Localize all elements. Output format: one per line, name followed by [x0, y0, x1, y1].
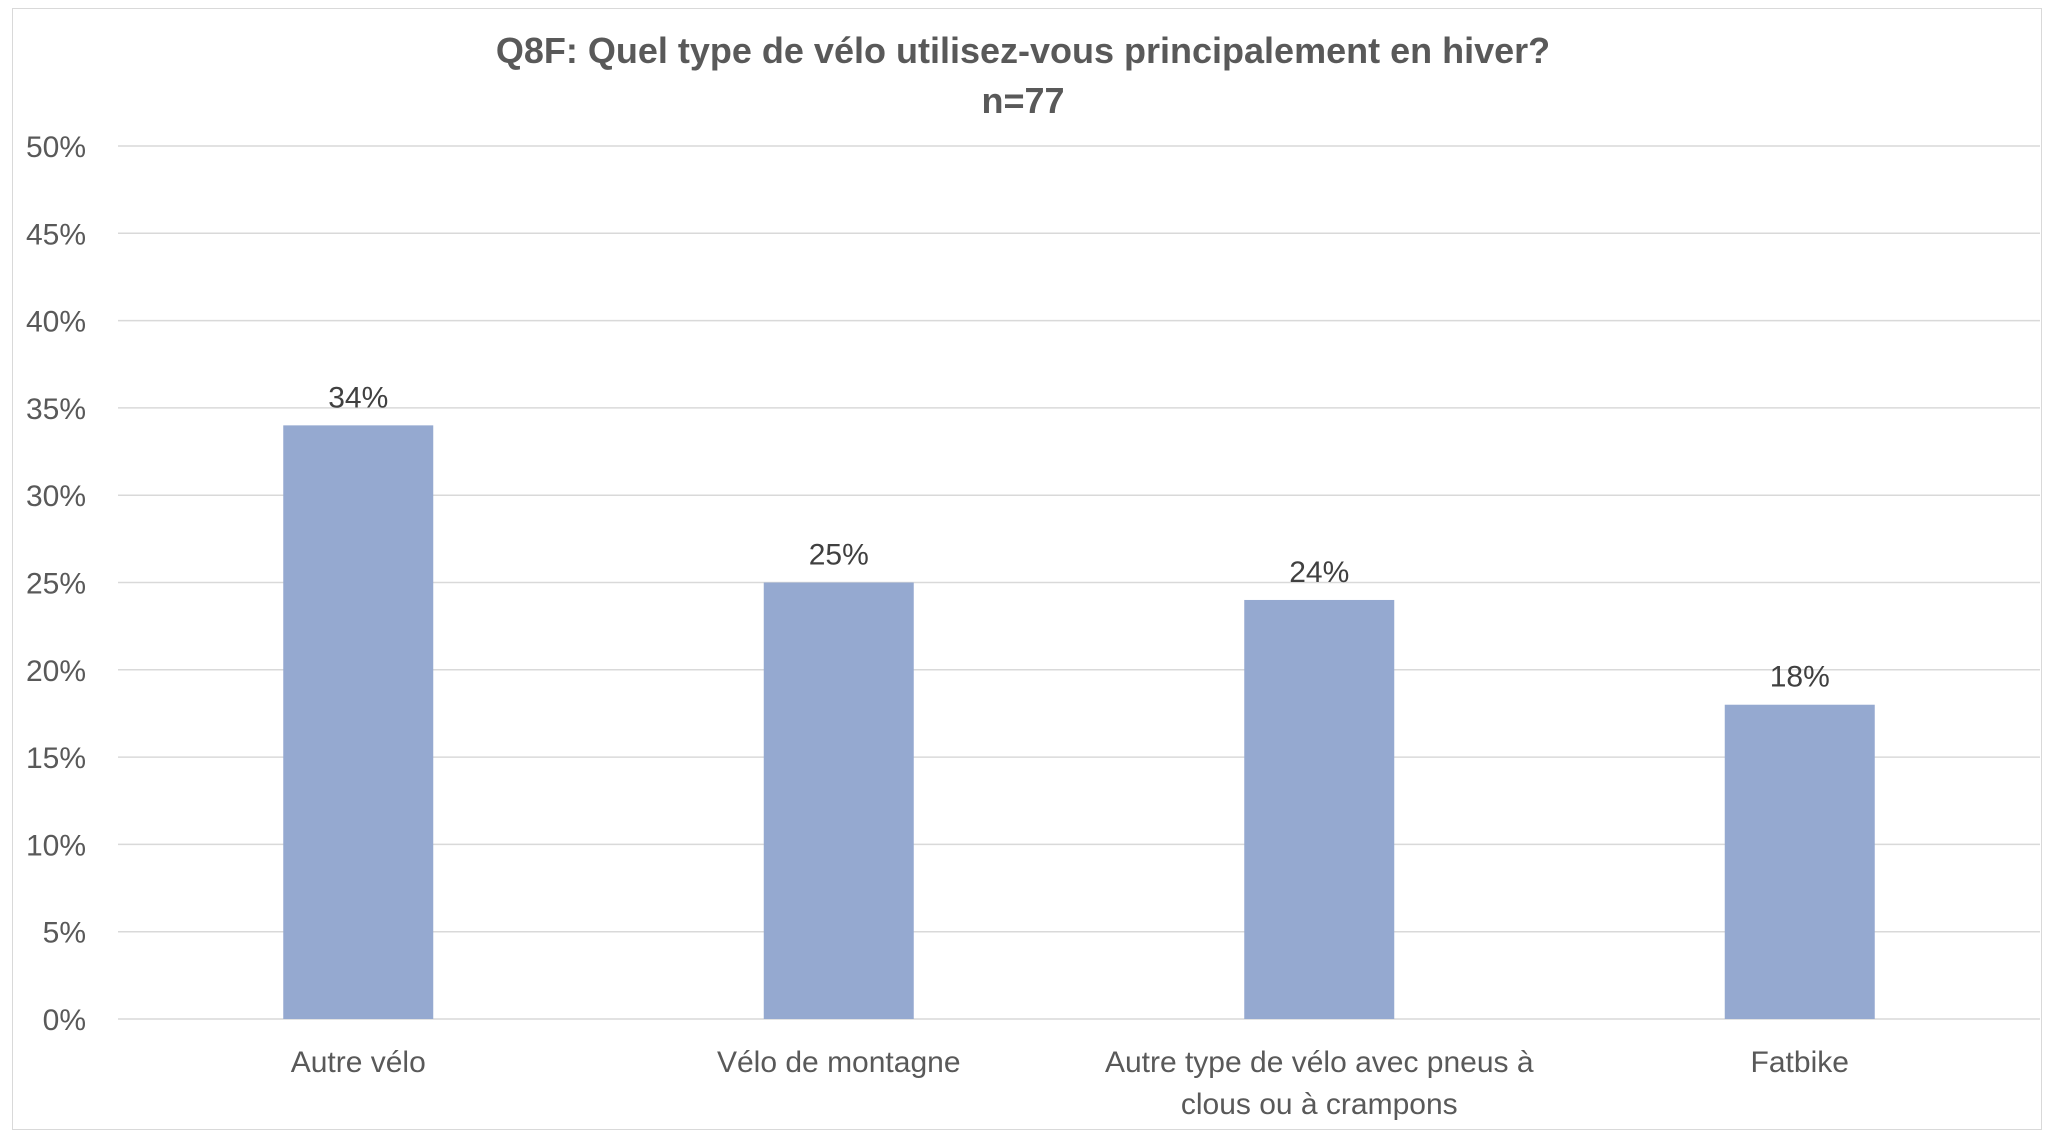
- x-tick-label: Vélo de montagne: [717, 1046, 961, 1079]
- bar: [283, 425, 434, 1019]
- chart-title: Q8F: Quel type de vélo utilisez-vous pri…: [495, 30, 1551, 71]
- data-label: 24%: [1289, 556, 1349, 589]
- data-label: 34%: [328, 381, 388, 414]
- y-tick-label: 10%: [26, 829, 86, 862]
- x-tick-label: clous ou à crampons: [1181, 1088, 1458, 1121]
- x-tick-label: Fatbike: [1751, 1046, 1849, 1079]
- y-tick-label: 25%: [26, 568, 86, 601]
- data-label: 25%: [809, 539, 869, 572]
- bar: [1724, 704, 1875, 1019]
- x-tick-label: Autre type de vélo avec pneus à: [1105, 1046, 1534, 1079]
- data-label: 18%: [1770, 661, 1830, 694]
- y-tick-label: 0%: [43, 1004, 86, 1037]
- y-tick-label: 5%: [43, 917, 86, 950]
- x-tick-label: Autre vélo: [291, 1046, 426, 1079]
- y-tick-label: 15%: [26, 742, 86, 775]
- chart-subtitle: n=77: [981, 80, 1065, 121]
- y-tick-label: 50%: [26, 131, 86, 164]
- y-tick-label: 30%: [26, 480, 86, 513]
- bar: [763, 582, 914, 1019]
- y-tick-label: 35%: [26, 393, 86, 426]
- bar: [1244, 599, 1395, 1019]
- y-tick-label: 40%: [26, 306, 86, 339]
- y-tick-label: 20%: [26, 655, 86, 688]
- y-tick-label: 45%: [26, 218, 86, 251]
